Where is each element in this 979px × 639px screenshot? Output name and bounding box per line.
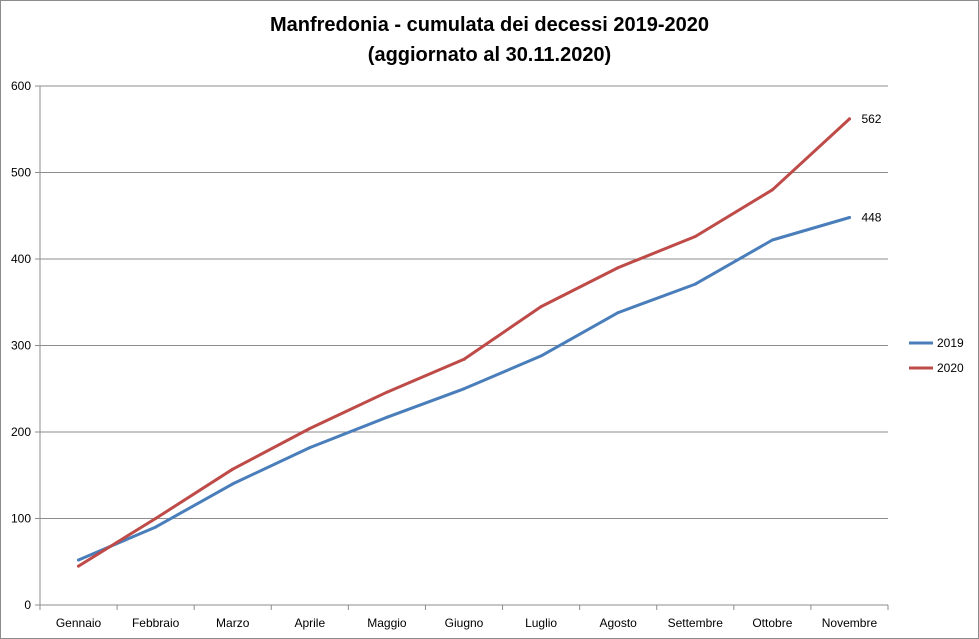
y-tick-label-600: 600 <box>11 79 31 93</box>
chart-title: Manfredonia - cumulata dei decessi 2019-… <box>269 14 710 36</box>
x-axis: Gennaio Febbraio Marzo Aprile Maggio Giugno Lu… <box>39 604 889 630</box>
point-2020-novembre <box>847 117 851 121</box>
x-tick-label-aprile: Aprile <box>294 616 325 630</box>
legend-label-2020: 2020 <box>937 361 964 375</box>
series-line-2020 <box>77 117 851 568</box>
gridlines <box>40 85 888 519</box>
y-tick-label-0: 0 <box>24 598 31 612</box>
y-axis: 0 100 200 300 400 500 600 <box>11 79 41 612</box>
y-tick-label-200: 200 <box>11 425 31 439</box>
data-labels: 448 562 <box>861 112 881 225</box>
x-tick-label-febbraio: Febbraio <box>132 616 180 630</box>
point-2019-marzo <box>231 482 235 486</box>
x-tick-label-luglio: Luglio <box>525 616 557 630</box>
chart-title-block: Manfredonia - cumulata dei decessi 2019-… <box>0 10 979 70</box>
point-2019-aprile <box>308 446 312 450</box>
point-2019-giugno <box>462 387 466 391</box>
series-lines <box>77 117 851 568</box>
point-2019-luglio <box>539 354 543 358</box>
point-2019-maggio <box>385 415 389 419</box>
y-tick-label-300: 300 <box>11 339 31 353</box>
data-label-2019-end: 448 <box>861 210 881 224</box>
x-tick-label-agosto: Agosto <box>600 616 638 630</box>
point-2020-febbraio <box>154 517 158 520</box>
x-tick-label-gennaio: Gennaio <box>56 616 102 630</box>
point-2020-luglio <box>539 305 543 309</box>
data-label-2020-end: 562 <box>861 112 881 126</box>
point-2019-febbraio <box>154 525 158 529</box>
legend-label-2019: 2019 <box>937 336 964 350</box>
point-2020-settembre <box>693 235 697 239</box>
point-2019-agosto <box>616 311 620 315</box>
y-tick-label-500: 500 <box>11 166 31 180</box>
y-tick-label-100: 100 <box>11 512 31 526</box>
point-2019-settembre <box>693 282 697 286</box>
point-2020-maggio <box>385 390 389 394</box>
x-tick-label-marzo: Marzo <box>216 616 250 630</box>
point-2020-gennaio <box>77 564 81 568</box>
point-2020-aprile <box>308 427 312 431</box>
x-tick-label-ottobre: Ottobre <box>752 616 792 630</box>
x-tick-label-novembre: Novembre <box>822 616 878 630</box>
point-2020-agosto <box>616 266 620 270</box>
x-tick-label-giugno: Giugno <box>445 616 484 630</box>
point-2019-gennaio <box>77 558 81 562</box>
point-2020-ottobre <box>770 188 774 192</box>
point-2019-ottobre <box>770 238 774 242</box>
point-2019-novembre <box>847 215 851 219</box>
chart-subtitle: (aggiornato al 30.11.2020) <box>367 44 612 66</box>
x-tick-label-maggio: Maggio <box>367 616 407 630</box>
point-2020-giugno <box>462 357 466 361</box>
y-tick-label-400: 400 <box>11 252 31 266</box>
legend: 2019 2020 <box>909 336 964 375</box>
x-tick-label-settembre: Settembre <box>668 616 724 630</box>
point-2020-marzo <box>231 467 235 471</box>
